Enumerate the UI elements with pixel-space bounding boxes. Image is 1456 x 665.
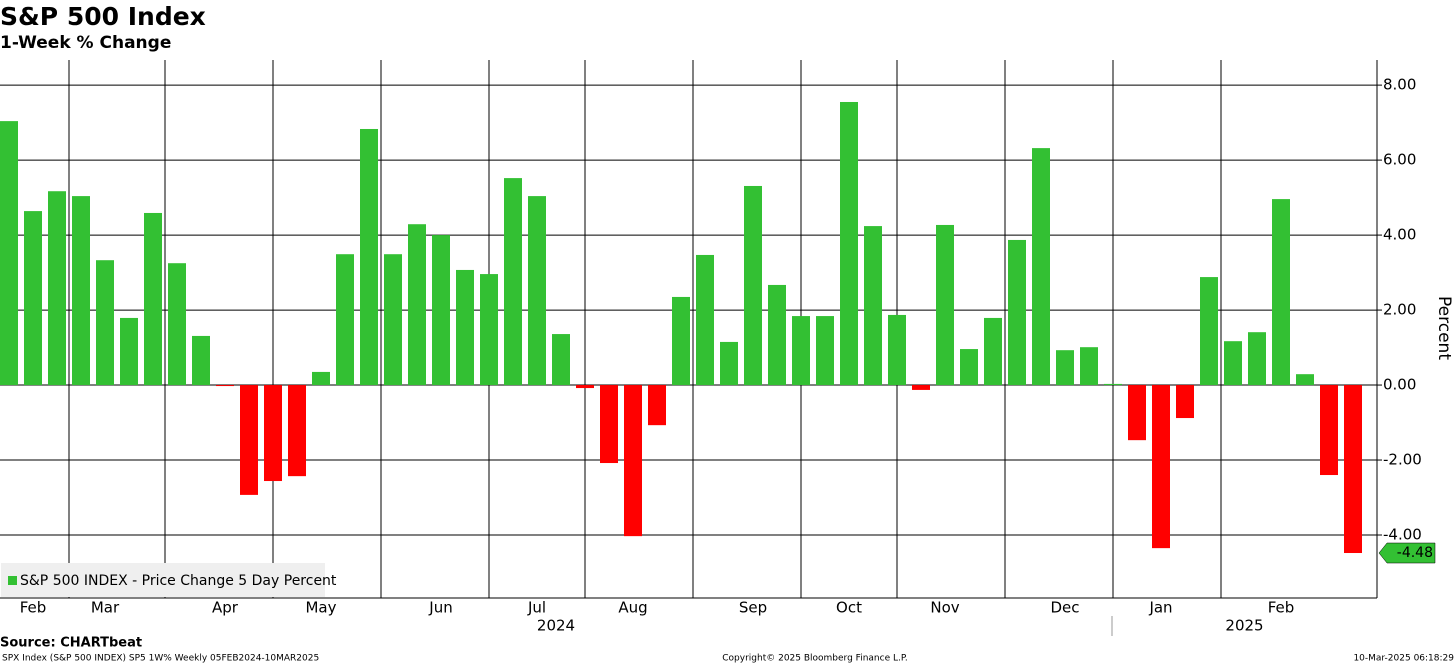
x-tick-label: Apr [212, 599, 239, 617]
bar [336, 254, 354, 386]
y-tick-label: 6.00 [1383, 151, 1416, 169]
legend-box [1, 563, 325, 597]
bar [720, 341, 738, 386]
bar [864, 226, 882, 386]
x-tick-label: Sep [739, 599, 767, 617]
x-tick-label: Jan [1148, 599, 1172, 617]
bar [576, 385, 594, 389]
bar [168, 263, 186, 386]
bar [1200, 277, 1218, 386]
bar [48, 191, 66, 386]
source: Source: CHARTbeat [0, 636, 142, 651]
bar [1248, 332, 1266, 386]
y-tick-label: 4.00 [1383, 226, 1416, 244]
x-tick-label: Dec [1050, 599, 1079, 617]
bar [1104, 383, 1122, 386]
bar [1128, 385, 1146, 441]
bar [672, 296, 690, 386]
y-tick-label: 2.00 [1383, 301, 1416, 319]
last-value-box [1378, 542, 1436, 564]
year-label: 2024 [537, 617, 575, 635]
bar [1344, 385, 1362, 554]
bar [1320, 385, 1338, 476]
bar [288, 385, 306, 477]
chart-title: S&P 500 Index [0, 2, 206, 31]
bar [1152, 385, 1170, 549]
footer-right: 10-Mar-2025 06:18:29 [1353, 654, 1454, 664]
bar [312, 371, 330, 386]
bar [648, 385, 666, 426]
y-tick-label: 0.00 [1383, 376, 1416, 394]
x-tick-label: Jul [527, 599, 546, 617]
bar [504, 178, 522, 386]
y-tick-label: 8.00 [1383, 76, 1416, 94]
bar [840, 101, 858, 386]
bar [432, 235, 450, 386]
x-tick-label: Feb [1268, 599, 1295, 617]
bar [696, 254, 714, 386]
chart-subtitle: 1-Week % Change [0, 33, 171, 53]
bar [408, 224, 426, 386]
bar [888, 314, 906, 386]
legend-label: S&P 500 INDEX - Price Change 5 Day Perce… [20, 573, 337, 589]
bar [816, 316, 834, 386]
bar [1224, 341, 1242, 386]
data-label: -4.48 [1397, 545, 1433, 561]
y-tick-label: -2.00 [1383, 451, 1422, 469]
y-axis-label: Percent [1434, 296, 1454, 360]
bar [624, 385, 642, 537]
bar [744, 185, 762, 386]
bar [984, 317, 1002, 386]
footer-center: Copyright© 2025 Bloomberg Finance L.P. [722, 654, 907, 664]
bar [264, 385, 282, 482]
bar [960, 349, 978, 386]
bar [528, 196, 546, 386]
bar [1176, 385, 1194, 419]
x-tick-label: Feb [20, 599, 47, 617]
bar [768, 284, 786, 386]
bar [936, 224, 954, 386]
bar [456, 269, 474, 386]
bar [600, 385, 618, 464]
bar [144, 212, 162, 386]
x-tick-label: Jun [428, 599, 452, 617]
bar [216, 385, 234, 387]
bar [912, 385, 930, 390]
x-tick-label: Nov [930, 599, 959, 617]
bar [792, 316, 810, 386]
year-label: 2025 [1225, 617, 1263, 635]
bar [72, 196, 90, 386]
bar [1008, 239, 1026, 386]
legend: S&P 500 INDEX - Price Change 5 Day Perce… [1, 563, 337, 597]
x-tick-label: Oct [836, 599, 862, 617]
bar [1032, 148, 1050, 386]
bar [360, 128, 378, 386]
bar [1296, 374, 1314, 386]
bar [384, 254, 402, 386]
last-value-tag: -4.48 [1378, 542, 1436, 564]
bar [24, 211, 42, 386]
x-tick-label: Mar [91, 599, 120, 617]
legend-swatch [8, 576, 17, 585]
bar [120, 317, 138, 386]
bar [0, 121, 18, 386]
footer-left: SPX Index (S&P 500 INDEX) SP5 1W% Weekly… [2, 654, 319, 664]
bar [1080, 347, 1098, 386]
x-tick-label: May [305, 599, 336, 617]
bar [96, 260, 114, 386]
y-tick-label: -4.00 [1383, 526, 1422, 544]
bar [552, 334, 570, 386]
bar [1272, 199, 1290, 386]
bar [192, 335, 210, 386]
bar [1056, 350, 1074, 386]
x-tick-label: Aug [618, 599, 647, 617]
bar [240, 385, 258, 495]
bar [480, 274, 498, 386]
